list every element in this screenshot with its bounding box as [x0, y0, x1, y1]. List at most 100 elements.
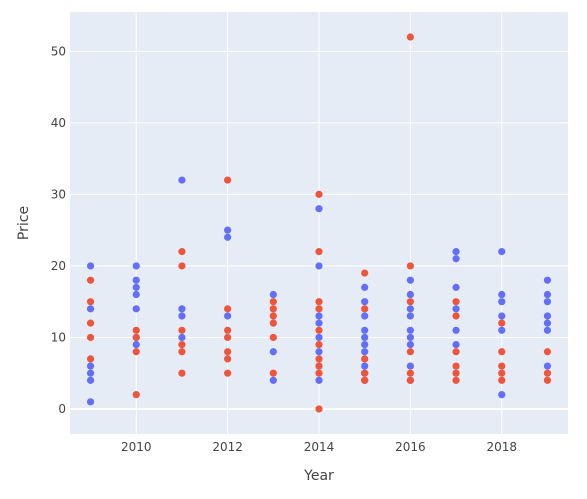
data-point [361, 348, 369, 356]
x-axis-title: Year [303, 468, 334, 484]
data-point [361, 362, 369, 370]
data-point [132, 333, 140, 342]
data-point [498, 298, 506, 306]
data-point [543, 312, 552, 320]
data-point [452, 376, 460, 384]
data-point [224, 312, 232, 320]
data-point [498, 391, 506, 399]
data-point [498, 362, 506, 370]
data-point [178, 369, 186, 377]
data-point [315, 376, 323, 384]
data-point [498, 326, 506, 334]
data-point [178, 340, 186, 349]
data-point [406, 369, 414, 377]
data-point [498, 312, 506, 320]
data-point [132, 340, 140, 349]
data-point [269, 376, 277, 384]
data-point [132, 305, 140, 313]
data-point [224, 333, 232, 342]
data-point [452, 298, 460, 306]
data-point [86, 298, 95, 306]
data-point [224, 348, 232, 356]
data-point [406, 362, 414, 370]
data-point [361, 305, 369, 313]
tick-labels: 2010 2012 2014 2016 2018 0 10 20 30 40 50 [51, 44, 517, 454]
data-point [86, 376, 95, 384]
y-tick-label: 50 [51, 44, 66, 58]
data-point [543, 326, 552, 334]
data-point [452, 255, 460, 263]
data-point [224, 355, 232, 363]
data-point [224, 326, 232, 334]
data-point [543, 276, 552, 284]
data-point [406, 340, 414, 349]
data-point [452, 326, 460, 334]
data-point [406, 376, 414, 384]
data-point [406, 290, 414, 299]
data-point [224, 233, 232, 241]
data-point [543, 362, 552, 370]
y-tick-label: 40 [51, 116, 66, 130]
data-point [269, 305, 277, 313]
data-point [543, 290, 552, 299]
data-points [86, 33, 552, 413]
data-point [132, 276, 140, 284]
data-point [132, 283, 140, 291]
data-point [498, 319, 506, 327]
x-tick-label: 2014 [304, 440, 335, 454]
data-point [361, 333, 369, 342]
x-tick-label: 2018 [486, 440, 517, 454]
data-point [406, 276, 414, 284]
data-point [269, 290, 277, 299]
data-point [86, 276, 95, 284]
data-point [406, 333, 414, 342]
data-point [178, 305, 186, 313]
data-point [86, 305, 95, 313]
data-point [543, 348, 552, 356]
data-point [543, 298, 552, 306]
data-point [315, 312, 323, 320]
data-point [361, 340, 369, 349]
data-point [132, 391, 140, 399]
data-point [178, 248, 186, 256]
data-point [543, 369, 552, 377]
data-point [178, 312, 186, 320]
data-point [452, 305, 460, 313]
data-point [132, 348, 140, 356]
data-point [269, 369, 277, 377]
data-point [132, 326, 140, 334]
data-point [178, 348, 186, 356]
x-tick-label: 2012 [212, 440, 243, 454]
data-point [406, 326, 414, 334]
y-axis-title: Price [16, 206, 32, 240]
y-tick-label: 0 [58, 402, 66, 416]
y-tick-label: 10 [51, 330, 66, 344]
data-point [452, 369, 460, 377]
data-point [86, 369, 95, 377]
data-point [452, 312, 460, 320]
data-point [315, 348, 323, 356]
data-point [543, 319, 552, 327]
data-point [315, 205, 323, 213]
data-point [361, 298, 369, 306]
data-point [452, 283, 460, 291]
data-point [178, 333, 186, 342]
data-point [132, 262, 140, 270]
data-point [132, 290, 140, 299]
data-point [224, 176, 232, 184]
data-point [361, 283, 369, 291]
y-tick-label: 20 [51, 259, 66, 273]
data-point [269, 312, 277, 320]
data-point [86, 319, 95, 327]
data-point [361, 355, 369, 363]
data-point [224, 305, 232, 313]
data-point [178, 176, 186, 184]
data-point [86, 262, 95, 270]
data-point [361, 376, 369, 384]
data-point [452, 248, 460, 256]
data-point [269, 348, 277, 356]
data-point [315, 190, 323, 198]
data-point [315, 262, 323, 270]
data-point [406, 298, 414, 306]
data-point [498, 376, 506, 384]
